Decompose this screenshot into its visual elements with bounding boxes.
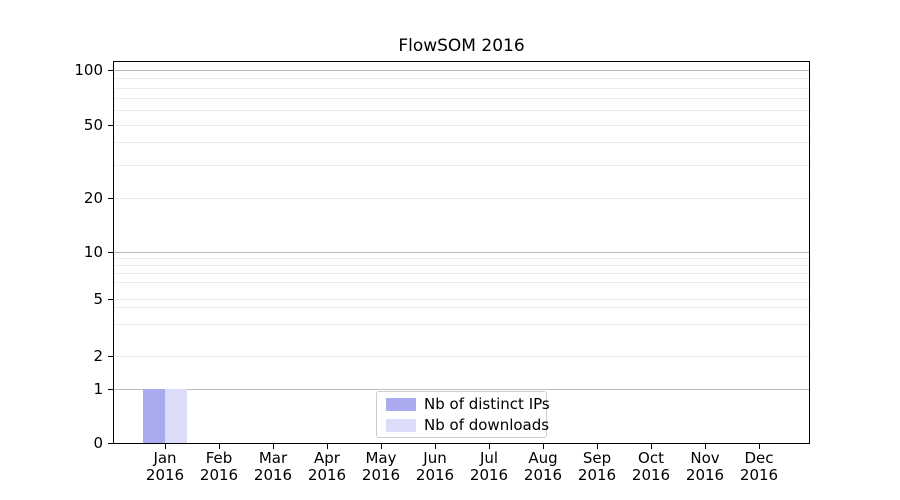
y-tick-label: 5 xyxy=(93,290,103,308)
y-tick xyxy=(108,198,113,199)
year-label: 2016 xyxy=(145,466,185,484)
year-label: 2016 xyxy=(523,466,563,484)
x-tick xyxy=(219,444,220,449)
y-tick xyxy=(108,252,113,253)
legend-label: Nb of downloads xyxy=(424,416,550,434)
gridline-minor xyxy=(114,258,809,259)
year-label: 2016 xyxy=(469,466,509,484)
x-tick xyxy=(705,444,706,449)
gridline-minor xyxy=(114,307,809,308)
year-label: 2016 xyxy=(577,466,617,484)
x-tick xyxy=(759,444,760,449)
y-tick xyxy=(108,443,113,444)
gridline-minor xyxy=(114,110,809,111)
year-label: 2016 xyxy=(307,466,347,484)
legend-label: Nb of distinct IPs xyxy=(424,395,550,413)
x-tick-label: Feb 2016 xyxy=(191,450,247,484)
gridline-minor xyxy=(114,98,809,99)
month-label: Mar xyxy=(258,449,288,467)
gridline-major xyxy=(114,252,809,253)
year-label: 2016 xyxy=(739,466,779,484)
x-tick-label: Jul 2016 xyxy=(461,450,517,484)
month-label: Feb xyxy=(205,449,233,467)
x-tick-label: Nov 2016 xyxy=(677,450,733,484)
y-tick xyxy=(108,125,113,126)
x-tick-label: Aug 2016 xyxy=(515,450,571,484)
gridline-minor xyxy=(114,282,809,283)
gridline-minor xyxy=(114,265,809,266)
year-label: 2016 xyxy=(631,466,671,484)
y-tick-label: 20 xyxy=(83,189,103,207)
month-label: Apr xyxy=(314,449,340,467)
gridline-minor xyxy=(114,299,809,300)
gridline-major xyxy=(114,389,809,390)
month-label: Oct xyxy=(638,449,664,467)
x-tick xyxy=(597,444,598,449)
month-label: Dec xyxy=(744,449,774,467)
year-label: 2016 xyxy=(253,466,293,484)
month-label: Aug xyxy=(528,449,558,467)
year-label: 2016 xyxy=(415,466,455,484)
chart-title: FlowSOM 2016 xyxy=(398,36,525,56)
y-tick xyxy=(108,356,113,357)
gridline-minor xyxy=(114,88,809,89)
month-label: Sep xyxy=(582,449,612,467)
y-tick-label: 2 xyxy=(93,347,103,365)
year-label: 2016 xyxy=(199,466,239,484)
x-tick-label: Sep 2016 xyxy=(569,450,625,484)
x-tick-label: Dec 2016 xyxy=(731,450,787,484)
month-label: Jul xyxy=(479,449,499,467)
gridline-minor xyxy=(114,78,809,79)
x-tick-label: Apr 2016 xyxy=(299,450,355,484)
legend-swatch xyxy=(386,418,416,432)
year-label: 2016 xyxy=(685,466,725,484)
x-tick-label: Mar 2016 xyxy=(245,450,301,484)
x-tick xyxy=(165,444,166,449)
x-tick-label: Jun 2016 xyxy=(407,450,463,484)
x-tick xyxy=(543,444,544,449)
y-tick xyxy=(108,389,113,390)
month-label: Jun xyxy=(423,449,447,467)
gridline-minor xyxy=(114,356,809,357)
y-tick-label: 10 xyxy=(83,243,103,261)
y-tick-label: 0 xyxy=(93,434,103,452)
legend-swatch xyxy=(386,397,416,411)
x-tick xyxy=(381,444,382,449)
y-tick-label: 50 xyxy=(83,116,103,134)
gridline-minor xyxy=(114,125,809,126)
y-tick-label: 100 xyxy=(74,61,103,79)
bar xyxy=(143,389,165,443)
x-tick xyxy=(489,444,490,449)
legend-item: Nb of downloads xyxy=(386,416,549,434)
legend: Nb of distinct IPs Nb of downloads xyxy=(376,391,550,438)
year-label: 2016 xyxy=(361,466,401,484)
x-tick xyxy=(327,444,328,449)
x-tick-label: May 2016 xyxy=(353,450,409,484)
gridline-minor xyxy=(114,324,809,325)
x-tick xyxy=(651,444,652,449)
y-tick xyxy=(108,299,113,300)
x-tick-label: Oct 2016 xyxy=(623,450,679,484)
x-tick xyxy=(273,444,274,449)
gridline-minor xyxy=(114,142,809,143)
gridline-minor xyxy=(114,198,809,199)
y-tick-label: 1 xyxy=(93,380,103,398)
y-tick xyxy=(108,70,113,71)
gridline-major xyxy=(114,70,809,71)
x-tick xyxy=(435,444,436,449)
month-label: May xyxy=(365,449,397,467)
legend-item: Nb of distinct IPs xyxy=(386,395,550,413)
x-tick-label: Jan 2016 xyxy=(137,450,193,484)
month-label: Jan xyxy=(153,449,177,467)
plot-area xyxy=(113,61,810,444)
month-label: Nov xyxy=(690,449,720,467)
gridline-minor xyxy=(114,165,809,166)
gridline-minor xyxy=(114,273,809,274)
bar xyxy=(165,389,187,443)
